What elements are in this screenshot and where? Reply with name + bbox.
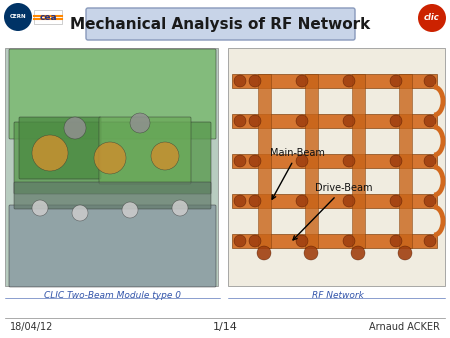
Circle shape	[296, 195, 308, 207]
Circle shape	[234, 115, 246, 127]
Circle shape	[249, 115, 261, 127]
FancyBboxPatch shape	[232, 234, 437, 248]
FancyBboxPatch shape	[232, 154, 437, 168]
Circle shape	[172, 200, 188, 216]
Text: CLIC Two-Beam Module type 0: CLIC Two-Beam Module type 0	[44, 290, 180, 299]
Circle shape	[234, 75, 246, 87]
Text: Main-Beam: Main-Beam	[270, 148, 325, 199]
Circle shape	[296, 115, 308, 127]
Circle shape	[234, 155, 246, 167]
FancyBboxPatch shape	[352, 74, 365, 248]
Circle shape	[390, 195, 402, 207]
Circle shape	[234, 195, 246, 207]
Circle shape	[122, 202, 138, 218]
Circle shape	[130, 113, 150, 133]
Text: clic: clic	[424, 14, 440, 23]
FancyBboxPatch shape	[34, 10, 62, 24]
Circle shape	[343, 115, 355, 127]
Circle shape	[390, 235, 402, 247]
Text: 18/04/12: 18/04/12	[10, 322, 54, 332]
Circle shape	[304, 246, 318, 260]
Circle shape	[390, 155, 402, 167]
Circle shape	[424, 195, 436, 207]
Circle shape	[32, 135, 68, 171]
Circle shape	[296, 75, 308, 87]
Circle shape	[343, 75, 355, 87]
FancyBboxPatch shape	[19, 117, 101, 179]
Text: RF Network: RF Network	[312, 290, 364, 299]
FancyBboxPatch shape	[86, 8, 355, 40]
FancyBboxPatch shape	[305, 74, 318, 248]
Circle shape	[418, 4, 446, 32]
FancyBboxPatch shape	[14, 122, 211, 194]
FancyBboxPatch shape	[258, 74, 271, 248]
FancyBboxPatch shape	[399, 74, 412, 248]
FancyBboxPatch shape	[9, 49, 216, 139]
Circle shape	[343, 155, 355, 167]
Text: Arnaud ACKER: Arnaud ACKER	[369, 322, 440, 332]
FancyBboxPatch shape	[228, 48, 445, 286]
Circle shape	[296, 155, 308, 167]
Circle shape	[151, 142, 179, 170]
Circle shape	[424, 235, 436, 247]
Circle shape	[249, 75, 261, 87]
Text: CERN: CERN	[10, 15, 26, 20]
Text: cea: cea	[39, 13, 57, 22]
Circle shape	[257, 246, 271, 260]
Circle shape	[424, 75, 436, 87]
FancyBboxPatch shape	[232, 74, 437, 88]
Circle shape	[390, 115, 402, 127]
Circle shape	[249, 155, 261, 167]
Circle shape	[234, 235, 246, 247]
Circle shape	[390, 75, 402, 87]
Circle shape	[32, 200, 48, 216]
Text: Mechanical Analysis of RF Network: Mechanical Analysis of RF Network	[70, 17, 370, 31]
Circle shape	[351, 246, 365, 260]
Circle shape	[424, 115, 436, 127]
Circle shape	[343, 195, 355, 207]
FancyBboxPatch shape	[232, 114, 437, 128]
FancyBboxPatch shape	[14, 182, 211, 209]
FancyBboxPatch shape	[9, 205, 216, 287]
Circle shape	[424, 155, 436, 167]
Circle shape	[343, 235, 355, 247]
FancyBboxPatch shape	[232, 194, 437, 208]
FancyBboxPatch shape	[99, 117, 191, 184]
Circle shape	[72, 205, 88, 221]
Circle shape	[94, 142, 126, 174]
Circle shape	[4, 3, 32, 31]
Circle shape	[398, 246, 412, 260]
Circle shape	[64, 117, 86, 139]
Text: 1/14: 1/14	[212, 322, 238, 332]
Circle shape	[249, 195, 261, 207]
Circle shape	[249, 235, 261, 247]
FancyBboxPatch shape	[5, 48, 218, 286]
Text: Drive-Beam: Drive-Beam	[293, 183, 373, 240]
Circle shape	[296, 235, 308, 247]
